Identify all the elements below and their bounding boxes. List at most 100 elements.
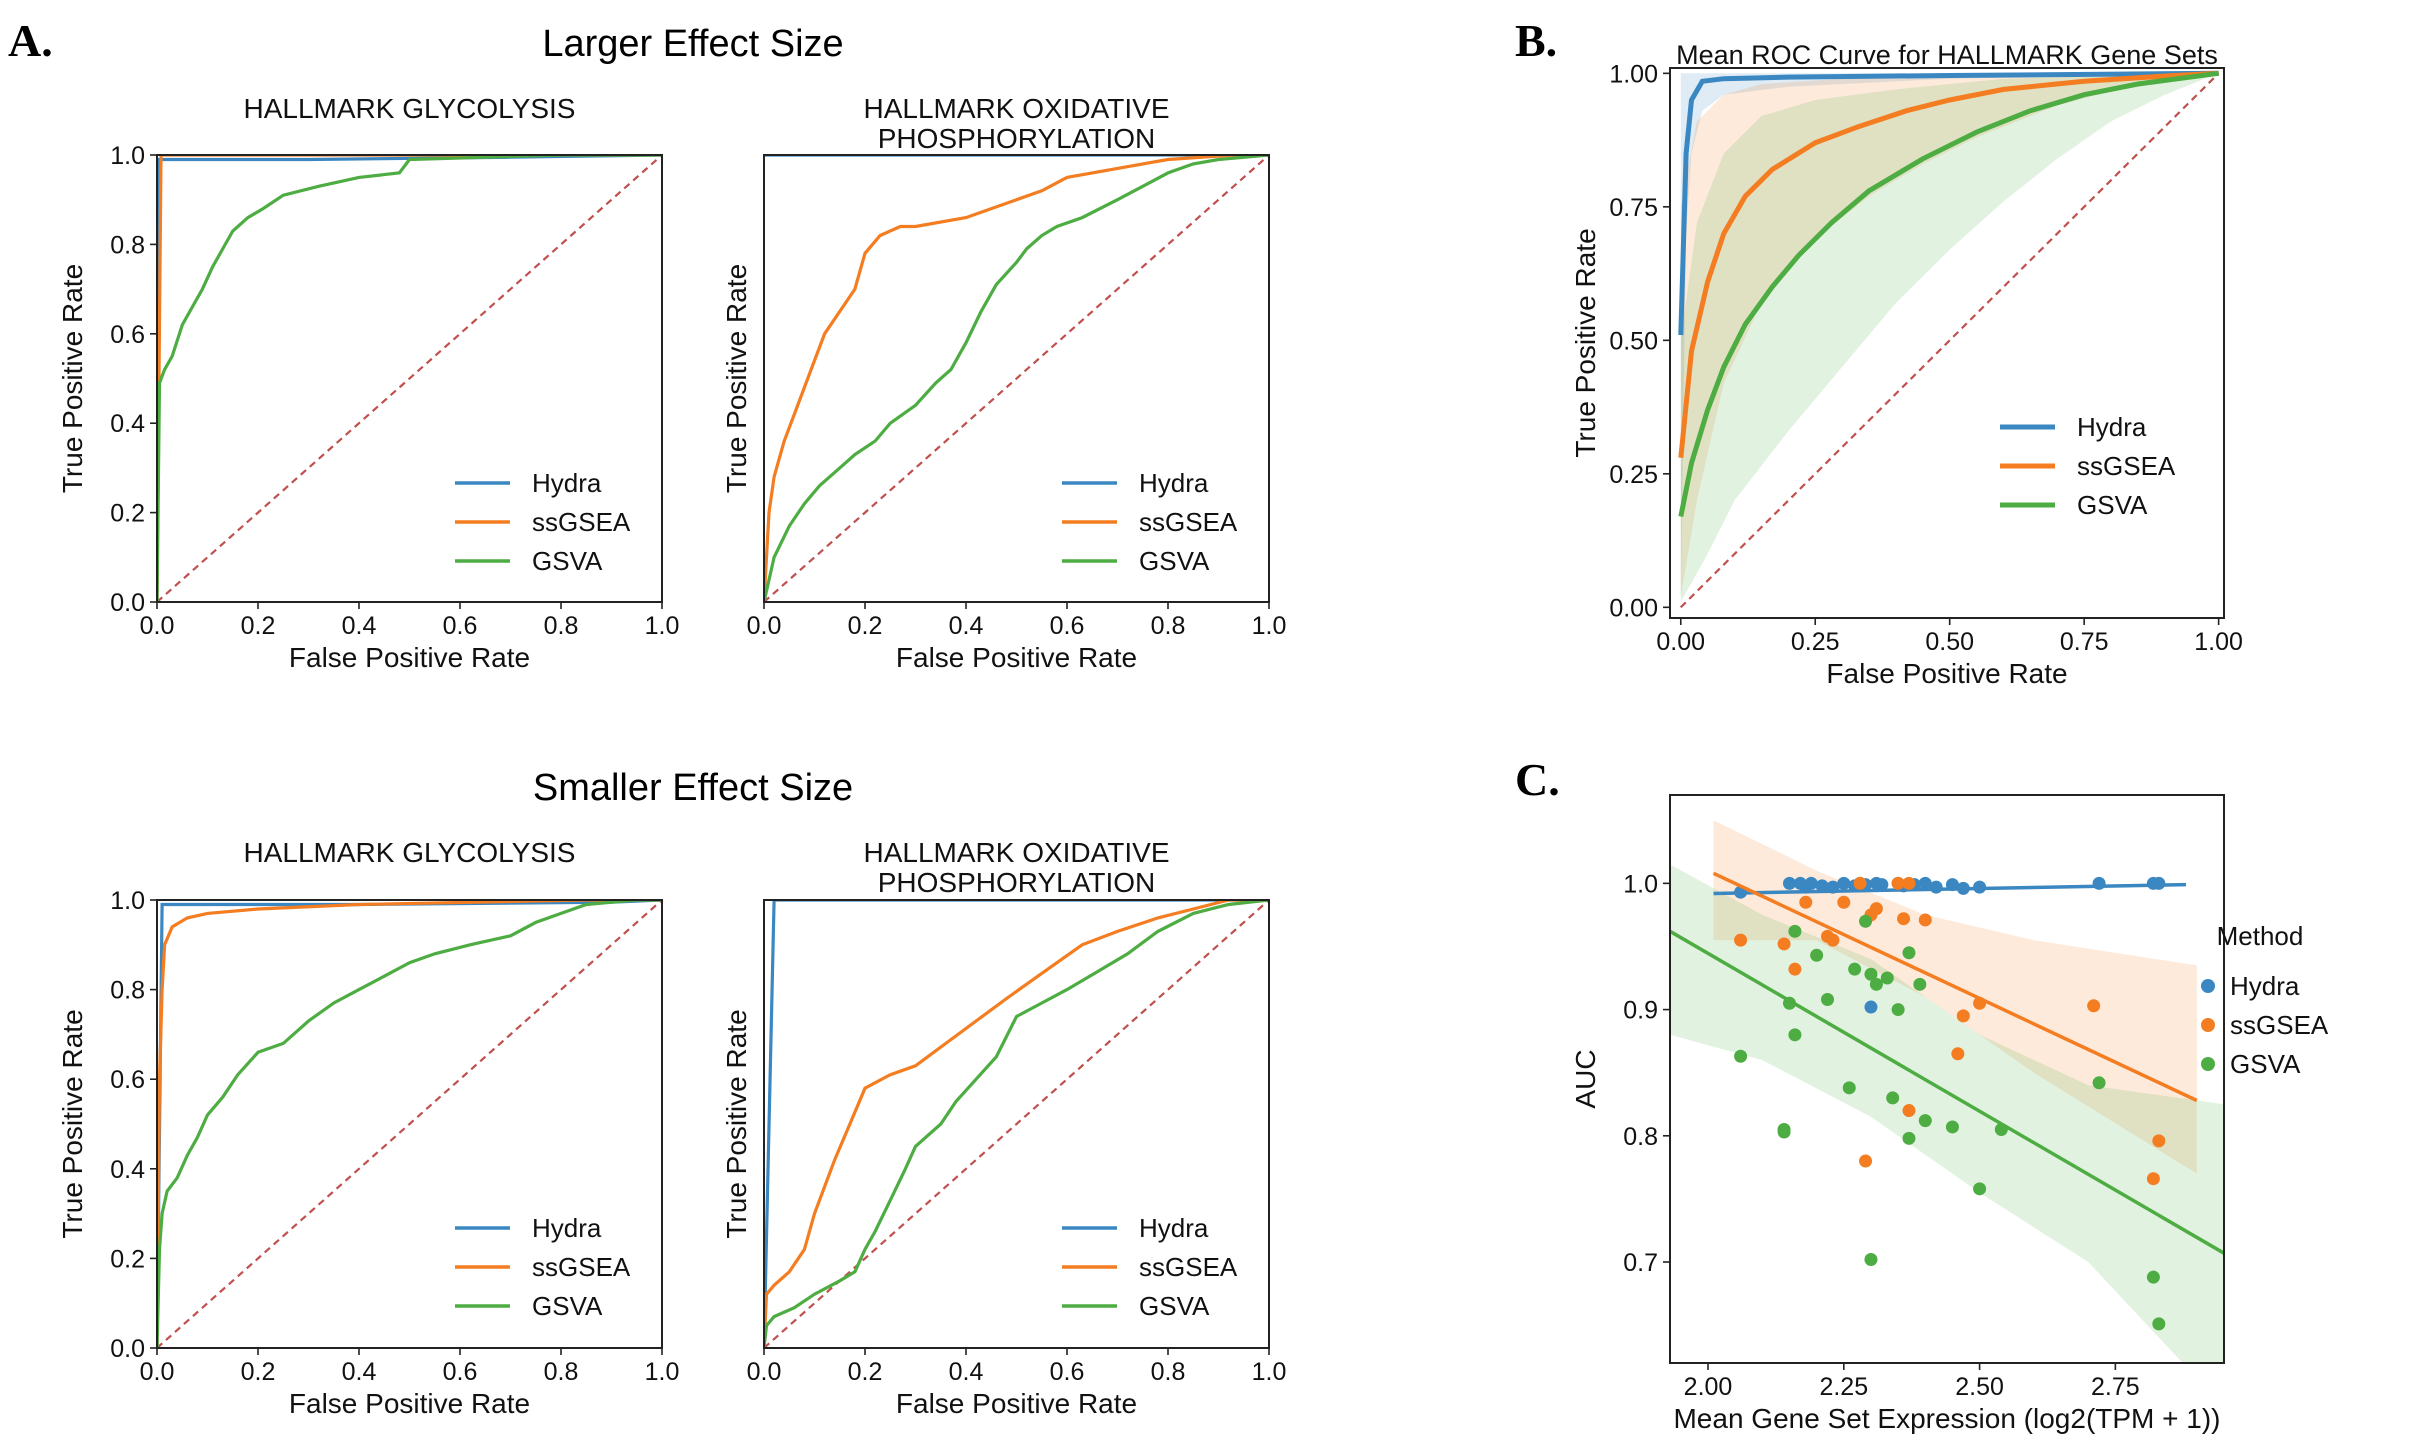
chance-diagonal: [1679, 72, 2220, 609]
y-tick-label: 0.7: [1623, 1249, 1658, 1277]
y-tick-label: 0.0: [110, 1335, 145, 1363]
plot-area-a2: [764, 155, 1269, 602]
y-tick-label: 1.00: [1609, 60, 1658, 88]
legend-label-gsva: GSVA: [2077, 490, 2148, 520]
data-point-ssgsea: [1788, 962, 1802, 976]
series-line-gsva: [157, 900, 662, 1348]
axes-frame: [763, 899, 1270, 1349]
y-tick-label: 0.2: [110, 500, 145, 528]
legend: Hydra ssGSEA GSVA: [2000, 412, 2176, 520]
legend-swatch-ssgsea: [2201, 1018, 2215, 1032]
x-tick-label: 2.25: [1819, 1373, 1868, 1401]
data-point-ssgsea: [1951, 1047, 1965, 1061]
data-point-hydra: [1875, 878, 1889, 892]
data-point-gsva: [2146, 1270, 2160, 1284]
chart-a2: 0.0 0.2 0.4 0.6 0.8 1.0 False Positive Rate Tru…: [721, 93, 1286, 673]
legend-label-ssgsea: ssGSEA: [1139, 507, 1238, 537]
y-tick-label: 0.4: [110, 1156, 145, 1184]
x-tick-label: 0.0: [747, 612, 782, 640]
y-tick-label: 0.6: [110, 1066, 145, 1094]
x-tick-label: 1.0: [645, 1358, 680, 1386]
data-point-gsva: [1842, 1081, 1856, 1095]
plot-area-a3: [157, 900, 662, 1348]
x-tick-label: 0.6: [1050, 1358, 1085, 1386]
data-point-gsva: [1788, 924, 1802, 938]
data-point-ssgsea: [1902, 876, 1916, 890]
y-axis-label: AUC: [1570, 1049, 1601, 1108]
x-tick-label: 0.8: [1151, 1358, 1186, 1386]
data-point-hydra: [1837, 876, 1851, 890]
legend: Hydra ssGSEA GSVA: [455, 468, 631, 576]
x-tick-label: 0.2: [848, 1358, 883, 1386]
legend: Hydra ssGSEA GSVA: [1062, 468, 1238, 576]
y-tick-label: 1.0: [110, 142, 145, 170]
trend-line-ssgsea: [1712, 871, 2198, 1103]
legend-title: Method: [2217, 921, 2304, 951]
y-tick-label: 0.9: [1623, 997, 1658, 1025]
x-axis-label: False Positive Rate: [289, 1388, 530, 1419]
legend-label-ssgsea: ssGSEA: [532, 1252, 631, 1282]
x-tick-label: 0.6: [443, 1358, 478, 1386]
chart-b: 0.00 0.25 0.50 0.75 1.00 0.00 0.25 0.50 0.75 1.00…: [1570, 40, 2243, 689]
legend-label-ssgsea: ssGSEA: [1139, 1252, 1238, 1282]
legend: Hydra ssGSEA GSVA: [1062, 1213, 1238, 1321]
y-axis-label: True Positive Rate: [721, 264, 752, 493]
data-point-gsva: [1777, 1125, 1791, 1139]
x-axis-label: False Positive Rate: [896, 642, 1137, 673]
data-point-gsva: [1821, 992, 1835, 1006]
x-axis-label: Mean Gene Set Expression (log2(TPM + 1)): [1673, 1403, 2220, 1434]
x-tick-label: 1.0: [645, 612, 680, 640]
x-tick-label: 0.4: [342, 1358, 377, 1386]
x-tick-label: 0.6: [443, 612, 478, 640]
data-point-gsva: [1864, 967, 1878, 981]
plot-area-a1: [157, 155, 662, 602]
y-tick-label: 0.2: [110, 1245, 145, 1273]
plot-area-a4: [764, 900, 1269, 1348]
legend-label-hydra: Hydra: [1139, 1213, 1209, 1243]
series-line-ssgsea: [764, 900, 1269, 1348]
data-point-ssgsea: [1891, 876, 1905, 890]
x-tick-label: 2.50: [1955, 1373, 2004, 1401]
chart-a3: 0.0 0.2 0.4 0.6 0.8 1.0 0.0 0.2 0.4 0.6 0.8 1.0 Fals…: [57, 837, 679, 1419]
confidence-band-ssgsea: [1680, 73, 2219, 597]
legend-swatch-gsva: [2201, 1057, 2215, 1071]
legend-label-gsva: GSVA: [1139, 1291, 1210, 1321]
chance-diagonal: [157, 155, 662, 602]
y-tick-label: 0.8: [1623, 1123, 1658, 1151]
chart-title: HALLMARK GLYCOLYSIS: [244, 93, 576, 124]
x-tick-label: 0.8: [544, 1358, 579, 1386]
x-tick-label: 2.00: [1684, 1373, 1733, 1401]
data-point-gsva: [1864, 1252, 1878, 1266]
x-tick-label: 0.25: [1791, 628, 1840, 656]
data-point-ssgsea: [1853, 876, 1867, 890]
data-point-gsva: [1788, 1028, 1802, 1042]
confidence-band-ssgsea: [1713, 820, 2197, 1174]
x-tick-label: 0.6: [1050, 612, 1085, 640]
x-tick-label: 0.0: [140, 612, 175, 640]
y-tick-label: 0.25: [1609, 461, 1658, 489]
y-axis-label: True Positive Rate: [57, 1009, 88, 1238]
y-tick-label: 0.50: [1609, 327, 1658, 355]
data-point-ssgsea: [1859, 1154, 1873, 1168]
legend: Method Hydra ssGSEA GSVA: [2201, 921, 2329, 1079]
x-axis-label: False Positive Rate: [1826, 658, 2067, 689]
data-point-ssgsea: [1826, 933, 1840, 947]
legend-label-ssgsea: ssGSEA: [2230, 1010, 2329, 1040]
legend-label-gsva: GSVA: [532, 1291, 603, 1321]
y-tick-label: 0.0: [110, 589, 145, 617]
y-tick-label: 0.00: [1609, 594, 1658, 622]
data-point-gsva: [1918, 1114, 1932, 1128]
chance-diagonal: [764, 155, 1269, 602]
legend-label-hydra: Hydra: [1139, 468, 1209, 498]
x-tick-label: 0.2: [241, 612, 276, 640]
data-point-gsva: [1869, 977, 1883, 991]
data-point-gsva: [1902, 1131, 1916, 1145]
data-point-hydra: [1864, 1000, 1878, 1014]
y-tick-label: 0.4: [110, 410, 145, 438]
axes-frame: [1669, 794, 2225, 1364]
smaller-effect-heading: Smaller Effect Size: [533, 767, 853, 809]
legend-label-hydra: Hydra: [2230, 971, 2300, 1001]
data-point-hydra: [1918, 876, 1932, 890]
x-tick-label: 0.2: [241, 1358, 276, 1386]
